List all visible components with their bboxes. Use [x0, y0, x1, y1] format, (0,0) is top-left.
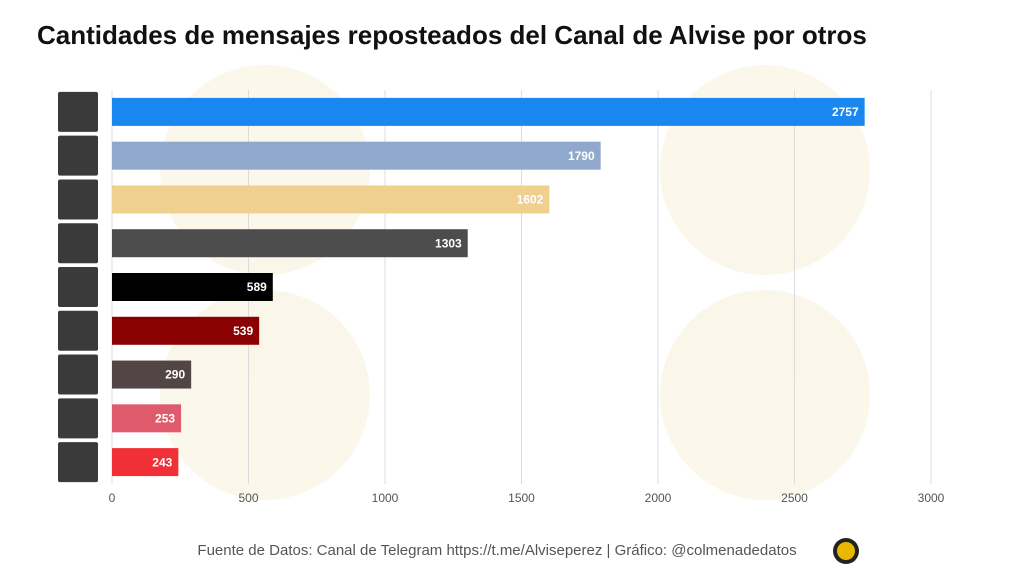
- data-label: 1602: [517, 193, 544, 207]
- icon: [58, 267, 98, 307]
- bar: [112, 97, 865, 126]
- x-tick-label: 2000: [645, 491, 672, 505]
- icon: [58, 91, 98, 132]
- x-tick-label: 1500: [508, 491, 535, 505]
- x-tick-label: 3000: [918, 491, 945, 505]
- data-label: 290: [165, 368, 185, 382]
- icon: [58, 223, 98, 264]
- bar: [112, 229, 468, 258]
- x-tick-label: 1000: [372, 491, 399, 505]
- x-tick-label: 0: [109, 491, 116, 505]
- x-tick-label: 500: [238, 491, 258, 505]
- bar: [112, 141, 601, 170]
- footer: Fuente de Datos: Canal de Telegram https…: [197, 542, 796, 559]
- icon: [58, 135, 98, 176]
- data-label: 539: [233, 324, 253, 338]
- data-label: 1303: [435, 236, 462, 250]
- chart-title: Cantidades de mensajes reposteados del C…: [37, 20, 867, 50]
- bar: [112, 316, 260, 345]
- icon: [58, 354, 98, 395]
- logo: [837, 542, 855, 560]
- bar: [112, 404, 182, 433]
- data-label: 589: [247, 280, 267, 294]
- data-label: 253: [155, 412, 175, 426]
- bar: [112, 273, 273, 301]
- icon: [58, 310, 98, 351]
- bar: [112, 185, 550, 214]
- icon: [58, 179, 98, 220]
- bar: [112, 360, 192, 389]
- icon: [58, 398, 98, 439]
- data-label: 243: [152, 455, 172, 469]
- data-label: 1790: [568, 149, 595, 163]
- icon: [58, 442, 98, 483]
- x-tick-label: 2500: [781, 491, 808, 505]
- bar: [112, 448, 179, 477]
- data-label: 2757: [832, 105, 859, 119]
